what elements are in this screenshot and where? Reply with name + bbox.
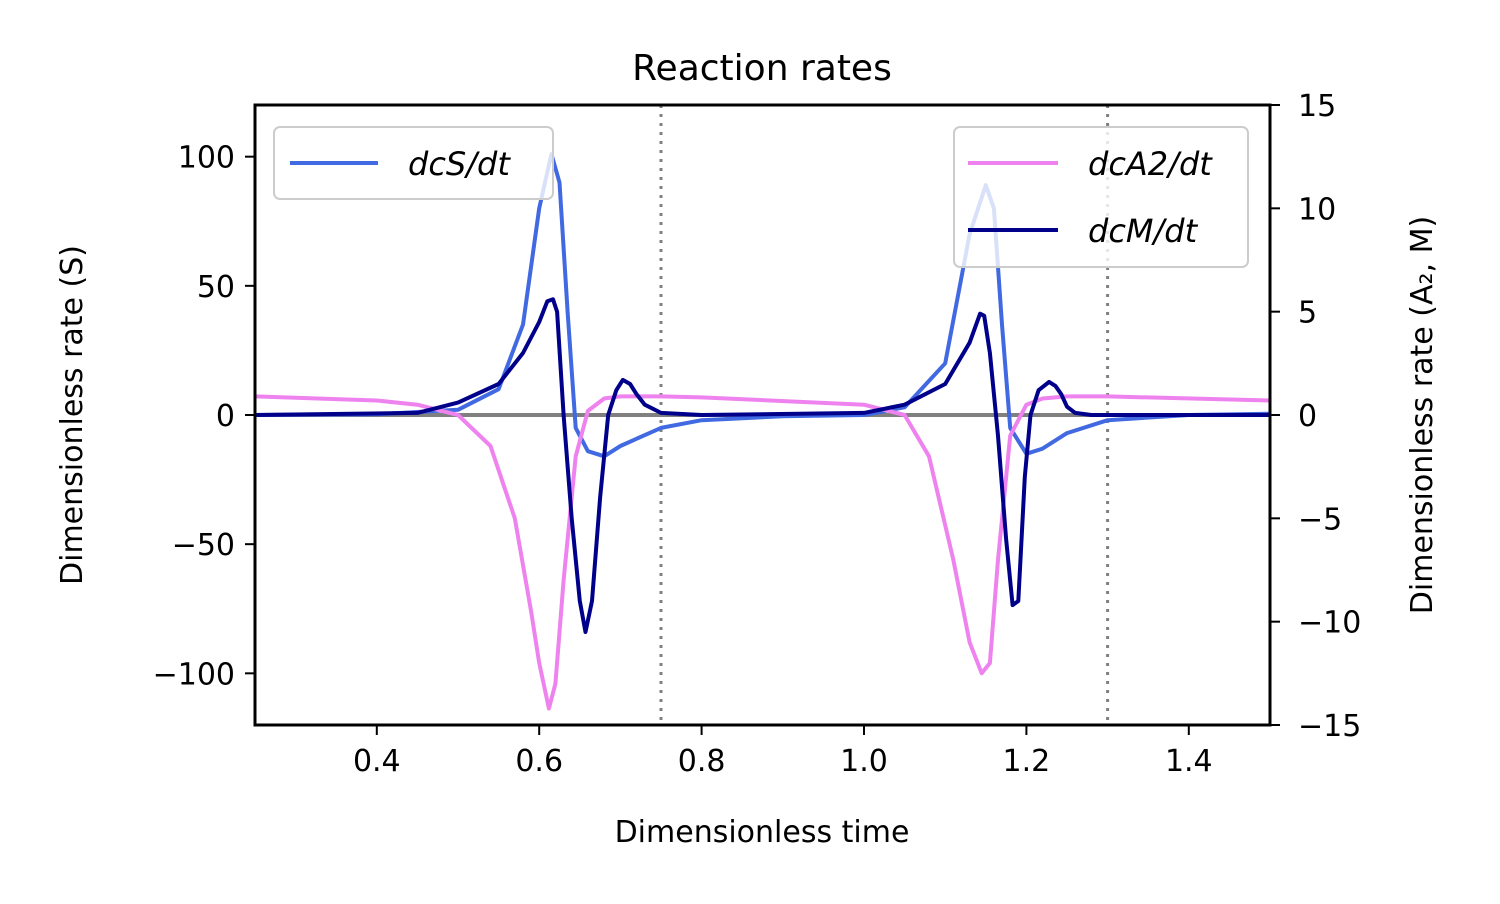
x-axis: 0.4 0.6 0.8 1.0 1.2 1.4 <box>353 725 1213 779</box>
legend-label-m: dcM/dt <box>1088 212 1199 250</box>
y-right-tick-label-6: −15 <box>1298 709 1361 744</box>
y-right-tick-label-1: 10 <box>1298 192 1336 227</box>
y-axis-right: 15 10 5 0 −5 −10 −15 <box>1270 89 1361 744</box>
legend-left: dcS/dt <box>273 126 554 200</box>
x-tick-label-4: 1.2 <box>1003 744 1051 779</box>
y-left-tick-label-4: −100 <box>153 657 235 692</box>
y-axis-right-label: Dimensionless rate (A₂, M) <box>1405 216 1440 614</box>
legend-right: dcA2/dt dcM/dt <box>953 126 1249 268</box>
y-left-tick-label-2: 0 <box>216 399 235 434</box>
legend-label-a2: dcA2/dt <box>1088 145 1213 183</box>
y-left-tick-label-0: 100 <box>178 141 235 176</box>
legend-label-s: dcS/dt <box>408 145 511 183</box>
series-line-2 <box>254 297 1270 634</box>
y-right-tick-label-4: −5 <box>1298 502 1342 537</box>
y-right-tick-label-2: 5 <box>1298 296 1317 331</box>
x-tick-label-3: 1.0 <box>840 744 888 779</box>
y-right-tick-label-3: 0 <box>1298 399 1317 434</box>
series-group <box>254 152 1271 711</box>
y-left-tick-label-1: 50 <box>197 270 235 305</box>
legend-left-frame <box>273 126 554 200</box>
x-tick-label-5: 1.4 <box>1165 744 1213 779</box>
series-line-0 <box>254 152 1271 459</box>
x-tick-label-2: 0.8 <box>678 744 726 779</box>
chart-title: Reaction rates <box>632 48 892 89</box>
x-axis-label: Dimensionless time <box>615 815 910 850</box>
y-axis-left-label: Dimensionless rate (S) <box>55 245 90 585</box>
x-tick-label-0: 0.4 <box>353 744 401 779</box>
y-right-tick-label-0: 15 <box>1298 89 1336 124</box>
y-right-tick-label-5: −10 <box>1298 606 1361 641</box>
y-axis-left: 100 50 0 −50 −100 <box>153 141 255 692</box>
y-left-tick-label-3: −50 <box>172 528 235 563</box>
series-line-1 <box>254 394 1271 711</box>
x-tick-label-1: 0.6 <box>515 744 563 779</box>
